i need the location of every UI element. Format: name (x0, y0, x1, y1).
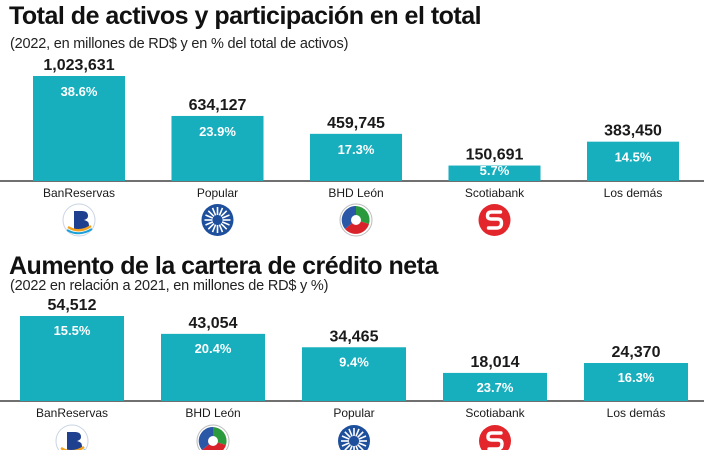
share-label: 9.4% (339, 354, 369, 369)
value-label: 1,023,631 (43, 57, 114, 74)
category-label: Scotiabank (465, 406, 525, 420)
chart-plot: 54,512 15.5% BanReservas 43,054 20.4% BHD Leó… (0, 297, 704, 450)
banreservas-logo-icon (55, 424, 89, 450)
category-label: Los demás (604, 186, 663, 200)
bar (302, 347, 406, 401)
category-label: Scotiabank (465, 186, 525, 200)
value-label: 383,450 (604, 123, 662, 140)
category-label: Popular (333, 406, 374, 420)
bar (20, 316, 124, 401)
share-label: 20.4% (195, 341, 232, 356)
category-label: BHD León (328, 186, 383, 200)
share-label: 16.3% (618, 370, 655, 385)
value-label: 34,465 (330, 328, 379, 345)
bar (587, 141, 679, 181)
value-label: 24,370 (612, 344, 661, 361)
bhd-leon-logo-icon (339, 203, 373, 237)
share-label: 5.7% (480, 163, 510, 178)
category-label: BanReservas (43, 186, 115, 200)
bar (310, 133, 402, 181)
chart-subtitle: (2022, en millones de RD$ y en % del tot… (10, 36, 349, 52)
chart-total-activos: Total de activos y participación en el t… (0, 2, 704, 237)
category-label: Popular (197, 186, 238, 200)
value-label: 18,014 (471, 354, 520, 371)
popular-logo-icon (338, 425, 370, 450)
chart-title: Aumento de la cartera de crédito neta (9, 252, 438, 280)
banreservas-logo-icon (62, 203, 96, 237)
bar (161, 333, 265, 401)
value-label: 54,512 (48, 297, 97, 314)
chart-subtitle: (2022 en relación a 2021, en millones de… (10, 278, 329, 294)
bhd-leon-logo-icon (196, 424, 230, 450)
share-label: 23.9% (199, 124, 236, 139)
bar (33, 76, 125, 181)
category-label: BanReservas (36, 406, 108, 420)
category-label: Los demás (607, 406, 666, 420)
bar (584, 363, 688, 401)
popular-logo-icon (201, 204, 234, 236)
value-label: 459,745 (327, 115, 385, 132)
share-label: 15.5% (54, 323, 91, 338)
scotiabank-logo-icon (478, 204, 511, 236)
scotiabank-logo-icon (479, 425, 511, 450)
category-label: BHD León (185, 406, 240, 420)
bar (443, 372, 547, 401)
share-label: 23.7% (477, 380, 514, 395)
chart-plot: 1,023,631 38.6% BanReservas 634,127 23.9% Pop… (0, 57, 704, 237)
value-label: 150,691 (466, 147, 524, 164)
share-label: 17.3% (338, 142, 375, 157)
value-label: 634,127 (189, 97, 247, 114)
bar (448, 165, 541, 181)
share-label: 38.6% (61, 84, 98, 99)
bar (171, 115, 264, 181)
chart-title: Total de activos y participación en el t… (9, 2, 482, 30)
value-label: 43,054 (189, 315, 238, 332)
chart-aumento-cartera: Aumento de la cartera de crédito neta (2… (0, 247, 710, 450)
share-label: 14.5% (615, 150, 652, 165)
